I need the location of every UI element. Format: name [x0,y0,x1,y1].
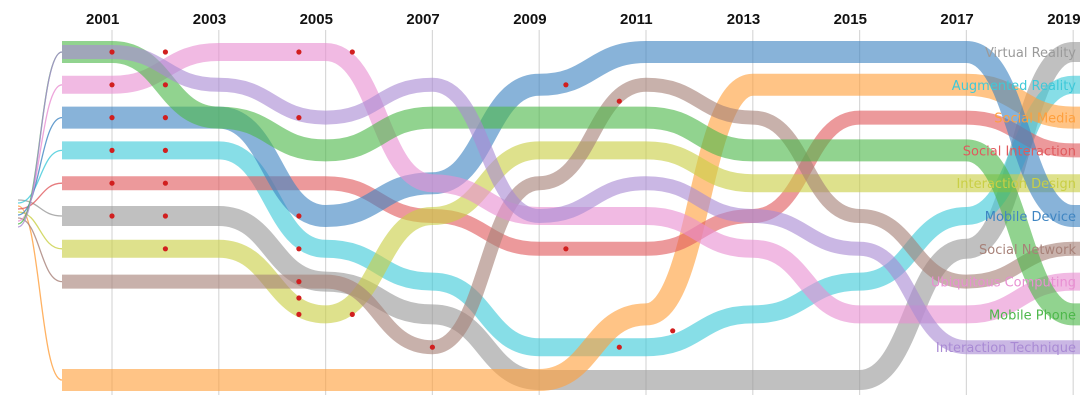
marker-2004.5-9 [296,311,302,317]
marker-2009.5-2 [563,82,569,88]
year-tick-2013: 2013 [727,11,760,28]
stream-mobile-phone [62,41,1080,326]
marker-2001-3 [109,115,115,121]
lead-virtual-reality [17,199,63,217]
marker-2002-7 [162,246,168,252]
label-social-network: Social Network [979,243,1076,258]
marker-2002-4 [162,147,168,153]
marker-2005.5-9 [349,311,355,317]
marker-2002-3 [162,115,168,121]
year-tick-2005: 2005 [300,11,333,28]
stream-ubiquitous-computing [62,42,1080,324]
marker-2004.5-8.5 [296,295,302,301]
label-social-media: Social Media [994,112,1076,127]
marker-2001-5 [109,180,115,186]
label-interaction-design: Interaction Design [956,177,1076,192]
label-virtual-reality: Virtual Reality [985,46,1076,61]
lead-interaction-technique [17,51,63,228]
label-mobile-device: Mobile Device [985,210,1076,225]
stream-virtual-reality [62,42,1080,391]
stream-social-media [62,73,1080,392]
marker-2002-1 [162,49,168,55]
marker-2010.5-10 [616,344,622,350]
marker-2001-1 [109,49,115,55]
year-tick-2019: 2019 [1047,11,1080,28]
marker-2002-6 [162,213,168,219]
lead-augmented-reality [17,149,63,204]
year-tick-2003: 2003 [193,11,226,28]
year-tick-2017: 2017 [940,11,973,28]
year-tick-2009: 2009 [513,11,546,28]
stream-lead-lines [17,51,63,381]
topic-labels: Virtual Reality Augmented Reality Social M… [931,46,1077,356]
topic-streams [62,40,1080,392]
marker-2004.5-8 [296,279,302,285]
marker-2001-6 [109,213,115,219]
year-axis: 2001 2003 2005 2007 2009 2011 2013 2015 2017 2019 [86,11,1080,28]
lead-mobile-device [17,116,63,216]
lead-social-media [17,205,63,381]
marker-2002-5 [162,180,168,186]
marker-2004.5-1 [296,49,302,55]
marker-2011.5-9.5 [670,328,676,334]
marker-2002-2 [162,82,168,88]
year-tick-2007: 2007 [406,11,439,28]
marker-2009.5-7 [563,246,569,252]
year-tick-2015: 2015 [834,11,867,28]
label-mobile-phone: Mobile Phone [989,308,1076,323]
label-ubiquitous-computing: Ubiquitous Computing [931,276,1076,291]
marker-2007-10 [429,344,435,350]
year-tick-2011: 2011 [620,11,653,28]
stream-interaction-technique [62,45,1080,355]
marker-2001-2 [109,82,115,88]
marker-2004.5-6 [296,213,302,219]
lead-social-network [17,217,63,283]
year-tick-2001: 2001 [86,11,119,28]
marker-2005.5-1 [349,49,355,55]
lead-social-interaction [17,182,63,210]
label-interaction-technique: Interaction Technique [936,341,1076,356]
lead-ubiquitous-computing [17,84,63,222]
label-social-interaction: Social Interaction [963,144,1076,159]
highlight-markers [109,49,676,350]
marker-2004.5-3 [296,115,302,121]
marker-2001-4 [109,147,115,153]
stream-mobile-device [62,40,1080,228]
marker-2004.5-7 [296,246,302,252]
marker-2010.5-2.5 [616,98,622,104]
label-augmented-reality: Augmented Reality [952,79,1076,94]
